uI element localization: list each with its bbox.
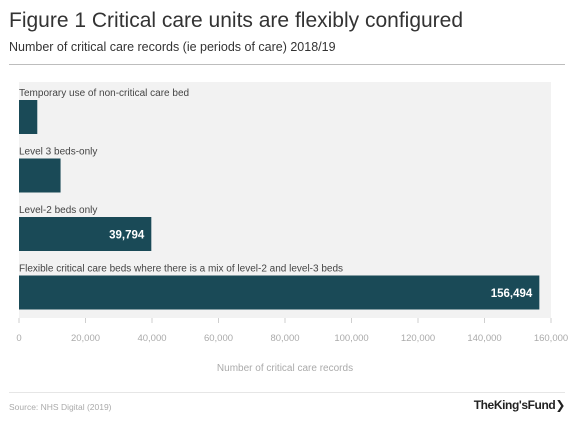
category-label: Level-2 beds only bbox=[19, 205, 97, 216]
x-axis-title: Number of critical care records bbox=[217, 363, 353, 374]
bar bbox=[19, 158, 61, 193]
x-tick-label: 80,000 bbox=[270, 333, 299, 344]
x-tick-label: 60,000 bbox=[204, 333, 233, 344]
x-tick-label: 0 bbox=[16, 333, 21, 344]
source-note: Source: NHS Digital (2019) bbox=[9, 402, 112, 412]
chart-subtitle: Number of critical care records (ie peri… bbox=[9, 40, 336, 54]
bar-data-label: 156,494 bbox=[491, 288, 533, 300]
kings-fund-logo: TheKing'sFund❯ bbox=[473, 398, 566, 412]
x-tick-label: 160,000 bbox=[534, 333, 568, 344]
category-label: Flexible critical care beds where there … bbox=[19, 264, 343, 275]
bar-data-label: 39,794 bbox=[109, 230, 145, 242]
category-label: Level 3 beds-only bbox=[19, 147, 97, 158]
chart-title: Figure 1 Critical care units are flexibl… bbox=[9, 9, 464, 32]
x-tick-label: 140,000 bbox=[467, 333, 501, 344]
footer-divider bbox=[9, 392, 565, 393]
x-tick-label: 120,000 bbox=[401, 333, 435, 344]
logo-chevron-icon: ❯ bbox=[555, 398, 565, 412]
category-label: Temporary use of non-critical care bed bbox=[19, 88, 189, 99]
x-tick-label: 20,000 bbox=[71, 333, 100, 344]
header-divider bbox=[9, 64, 565, 65]
x-tick-label: 40,000 bbox=[137, 333, 166, 344]
x-tick-label: 100,000 bbox=[334, 333, 368, 344]
bar bbox=[19, 275, 540, 310]
bar bbox=[19, 217, 152, 251]
bar bbox=[19, 100, 38, 134]
